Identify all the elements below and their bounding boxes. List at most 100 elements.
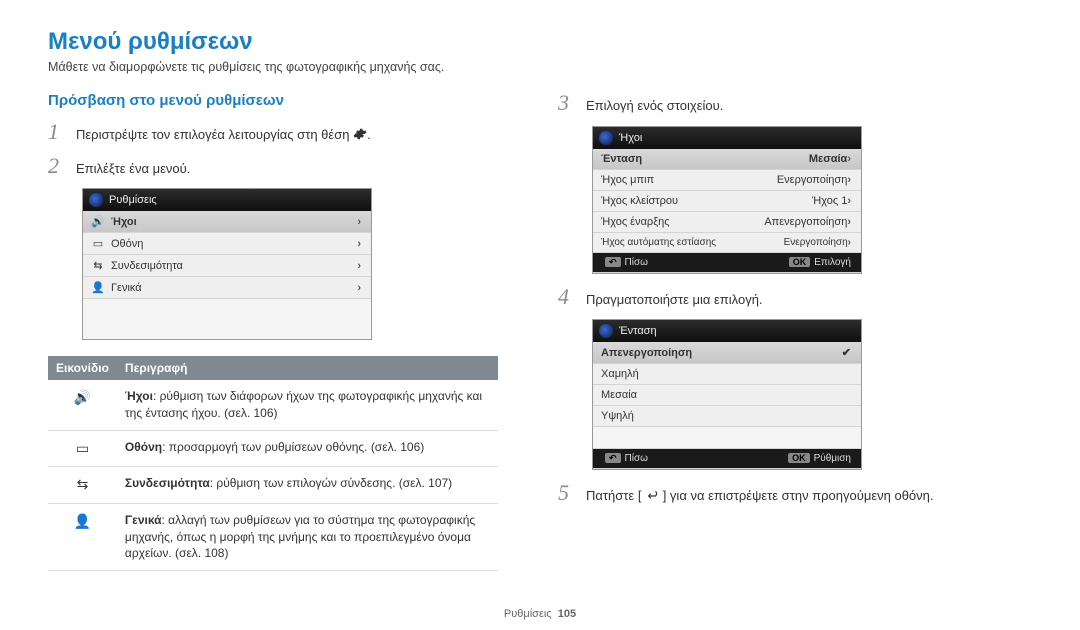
row-label: Υψηλή <box>601 410 634 422</box>
box-header-label: Ήχοι <box>619 132 642 144</box>
chevron-right-icon: › <box>847 216 851 228</box>
action-back[interactable]: Πίσω <box>625 453 648 464</box>
chevron-right-icon: › <box>847 174 851 186</box>
step-number: 2 <box>48 155 66 177</box>
person-icon: 👤 <box>91 281 105 294</box>
step-number: 1 <box>48 121 66 143</box>
table-row: 🔊 Ήχοι: ρύθμιση των διάφορων ήχων της φω… <box>48 380 498 430</box>
action-ok[interactable]: Επιλογή <box>814 257 851 268</box>
table-row: 👤 Γενικά: αλλαγή των ρυθμίσεων για το σύ… <box>48 503 498 570</box>
back-arrow-icon <box>645 490 659 502</box>
step-2: 2 Επιλέξτε ένα μενού. <box>48 155 522 179</box>
step-5-pre: Πατήστε [ <box>586 488 641 503</box>
description-table: Εικονίδιο Περιγραφή 🔊 Ήχοι: ρύθμιση των … <box>48 356 498 571</box>
empty-space <box>83 299 371 339</box>
chevron-right-icon: › <box>848 237 851 248</box>
step-number: 4 <box>558 286 576 308</box>
action-bar: ↶ Πίσω OKΕπιλογή <box>593 253 861 273</box>
table-header-icon: Εικονίδιο <box>48 356 117 380</box>
row-label: Ένταση <box>601 153 642 165</box>
volume-row-low[interactable]: Χαμηλή <box>593 364 861 385</box>
table-row: ⇆ Συνδεσιμότητα: ρύθμιση των επιλογών σύ… <box>48 467 498 504</box>
sounds-row-beep[interactable]: Ήχος μπιπ Ενεργοποίηση› <box>593 170 861 191</box>
box-header: Ήχοι <box>593 127 861 149</box>
volume-row-off[interactable]: Απενεργοποίηση ✔ <box>593 342 861 364</box>
row-label: Χαμηλή <box>601 368 639 380</box>
row-label: Συνδεσιμότητα <box>111 260 183 272</box>
right-column: 3 Επιλογή ενός στοιχείου. Ήχοι Ένταση Με… <box>558 92 1032 571</box>
row-value: Ενεργοποίηση <box>784 237 848 248</box>
volume-row-high[interactable]: Υψηλή <box>593 406 861 427</box>
row-label: Ήχος μπιπ <box>601 174 654 186</box>
row-value: Ενεργοποίηση <box>777 174 847 186</box>
sounds-row-volume[interactable]: Ένταση Μεσαία› <box>593 149 861 170</box>
sounds-box: Ήχοι Ένταση Μεσαία› Ήχος μπιπ Ενεργοποίη… <box>592 126 862 274</box>
row-text: : ρύθμιση των επιλογών σύνδεσης. (σελ. 1… <box>210 476 452 490</box>
ok-key-icon: OK <box>789 257 811 267</box>
page-title: Μενού ρυθμίσεων <box>48 28 1032 56</box>
empty-row <box>593 427 861 449</box>
row-value: Απενεργοποίηση <box>764 216 847 228</box>
page-number: 105 <box>558 608 576 620</box>
display-icon: ▭ <box>91 237 105 250</box>
step-1-label: Περιστρέψτε τον επιλογέα λειτουργίας στη… <box>76 127 353 142</box>
section-title: Πρόσβαση στο μενού ρυθμίσεων <box>48 92 522 109</box>
page-footer: Ρυθμίσεις 105 <box>0 608 1080 620</box>
chevron-right-icon: › <box>357 282 361 294</box>
action-ok[interactable]: Ρύθμιση <box>814 453 851 464</box>
chevron-right-icon: › <box>357 238 361 250</box>
table-header-desc: Περιγραφή <box>117 356 498 380</box>
action-bar: ↶ Πίσω OK Ρύθμιση <box>593 449 861 469</box>
sounds-row-af[interactable]: Ήχος αυτόματης εστίασης Ενεργοποίηση› <box>593 233 861 253</box>
menu-row-connectivity[interactable]: ⇆Συνδεσιμότητα › <box>83 255 371 277</box>
row-value: Μεσαία <box>809 153 848 165</box>
nav-icon <box>599 131 613 145</box>
chevron-right-icon: › <box>847 195 851 207</box>
back-key-icon: ↶ <box>605 453 621 463</box>
row-title: Συνδεσιμότητα <box>125 476 210 490</box>
row-text: : ρύθμιση των διάφορων ήχων της φωτογραφ… <box>125 389 482 420</box>
row-label: Ήχος έναρξης <box>601 216 670 228</box>
footer-label: Ρυθμίσεις <box>504 608 552 620</box>
row-label: Ήχοι <box>111 216 137 228</box>
step-number: 3 <box>558 92 576 114</box>
step-3-text: Επιλογή ενός στοιχείου. <box>586 92 723 116</box>
settings-menu-box: Ρυθμίσεις 🔊Ήχοι › ▭ Οθόνη › ⇆Συνδεσιμότητ… <box>82 188 372 340</box>
box-header: Ένταση <box>593 320 861 342</box>
row-title: Ήχοι <box>125 389 153 403</box>
menu-row-sounds[interactable]: 🔊Ήχοι › <box>83 211 371 233</box>
step-3: 3 Επιλογή ενός στοιχείου. <box>558 92 1032 116</box>
row-label: Μεσαία <box>601 389 637 401</box>
menu-row-display[interactable]: ▭ Οθόνη › <box>83 233 371 255</box>
back-key-icon: ↶ <box>605 257 621 267</box>
person-icon: 👤 <box>48 503 117 570</box>
row-title: Οθόνη <box>125 440 162 454</box>
row-label: Γενικά <box>111 282 142 294</box>
speaker-icon: 🔊 <box>48 380 117 430</box>
step-4: 4 Πραγματοποιήστε μια επιλογή. <box>558 286 1032 310</box>
step-5-post: ] για να επιστρέψετε στην προηγούμενη οθ… <box>663 488 934 503</box>
menu-row-general[interactable]: 👤 Γενικά › <box>83 277 371 299</box>
ok-key-icon: OK <box>788 453 810 463</box>
swap-icon: ⇆ <box>48 467 117 504</box>
row-value: Ήχος 1 <box>812 195 847 207</box>
chevron-right-icon: › <box>357 216 361 228</box>
box-header-label: Ένταση <box>619 325 657 337</box>
row-text: : αλλαγή των ρυθμίσεων για το σύστημα τη… <box>125 513 475 561</box>
chevron-right-icon: › <box>847 153 851 165</box>
step-1: 1 Περιστρέψτε τον επιλογέα λειτουργίας σ… <box>48 121 522 145</box>
volume-row-medium[interactable]: Μεσαία <box>593 385 861 406</box>
row-label: Απενεργοποίηση <box>601 347 692 359</box>
action-back[interactable]: Πίσω <box>625 257 648 268</box>
page-subtitle: Μάθετε να διαμορφώνετε τις ρυθμίσεις της… <box>48 60 1032 74</box>
sounds-row-shutter[interactable]: Ήχος κλείστρου Ήχος 1› <box>593 191 861 212</box>
row-label: Οθόνη <box>111 238 143 250</box>
step-5: 5 Πατήστε [ ] για να επιστρέψετε στην πρ… <box>558 482 1032 506</box>
left-column: Πρόσβαση στο μενού ρυθμίσεων 1 Περιστρέψ… <box>48 92 522 571</box>
sounds-row-startup[interactable]: Ήχος έναρξης Απενεργοποίηση› <box>593 212 861 233</box>
step-4-text: Πραγματοποιήστε μια επιλογή. <box>586 286 763 310</box>
box-header-label: Ρυθμίσεις <box>109 194 157 206</box>
step-number: 5 <box>558 482 576 504</box>
nav-icon <box>89 193 103 207</box>
volume-box: Ένταση Απενεργοποίηση ✔ Χαμηλή Μεσαία Υψ… <box>592 319 862 470</box>
